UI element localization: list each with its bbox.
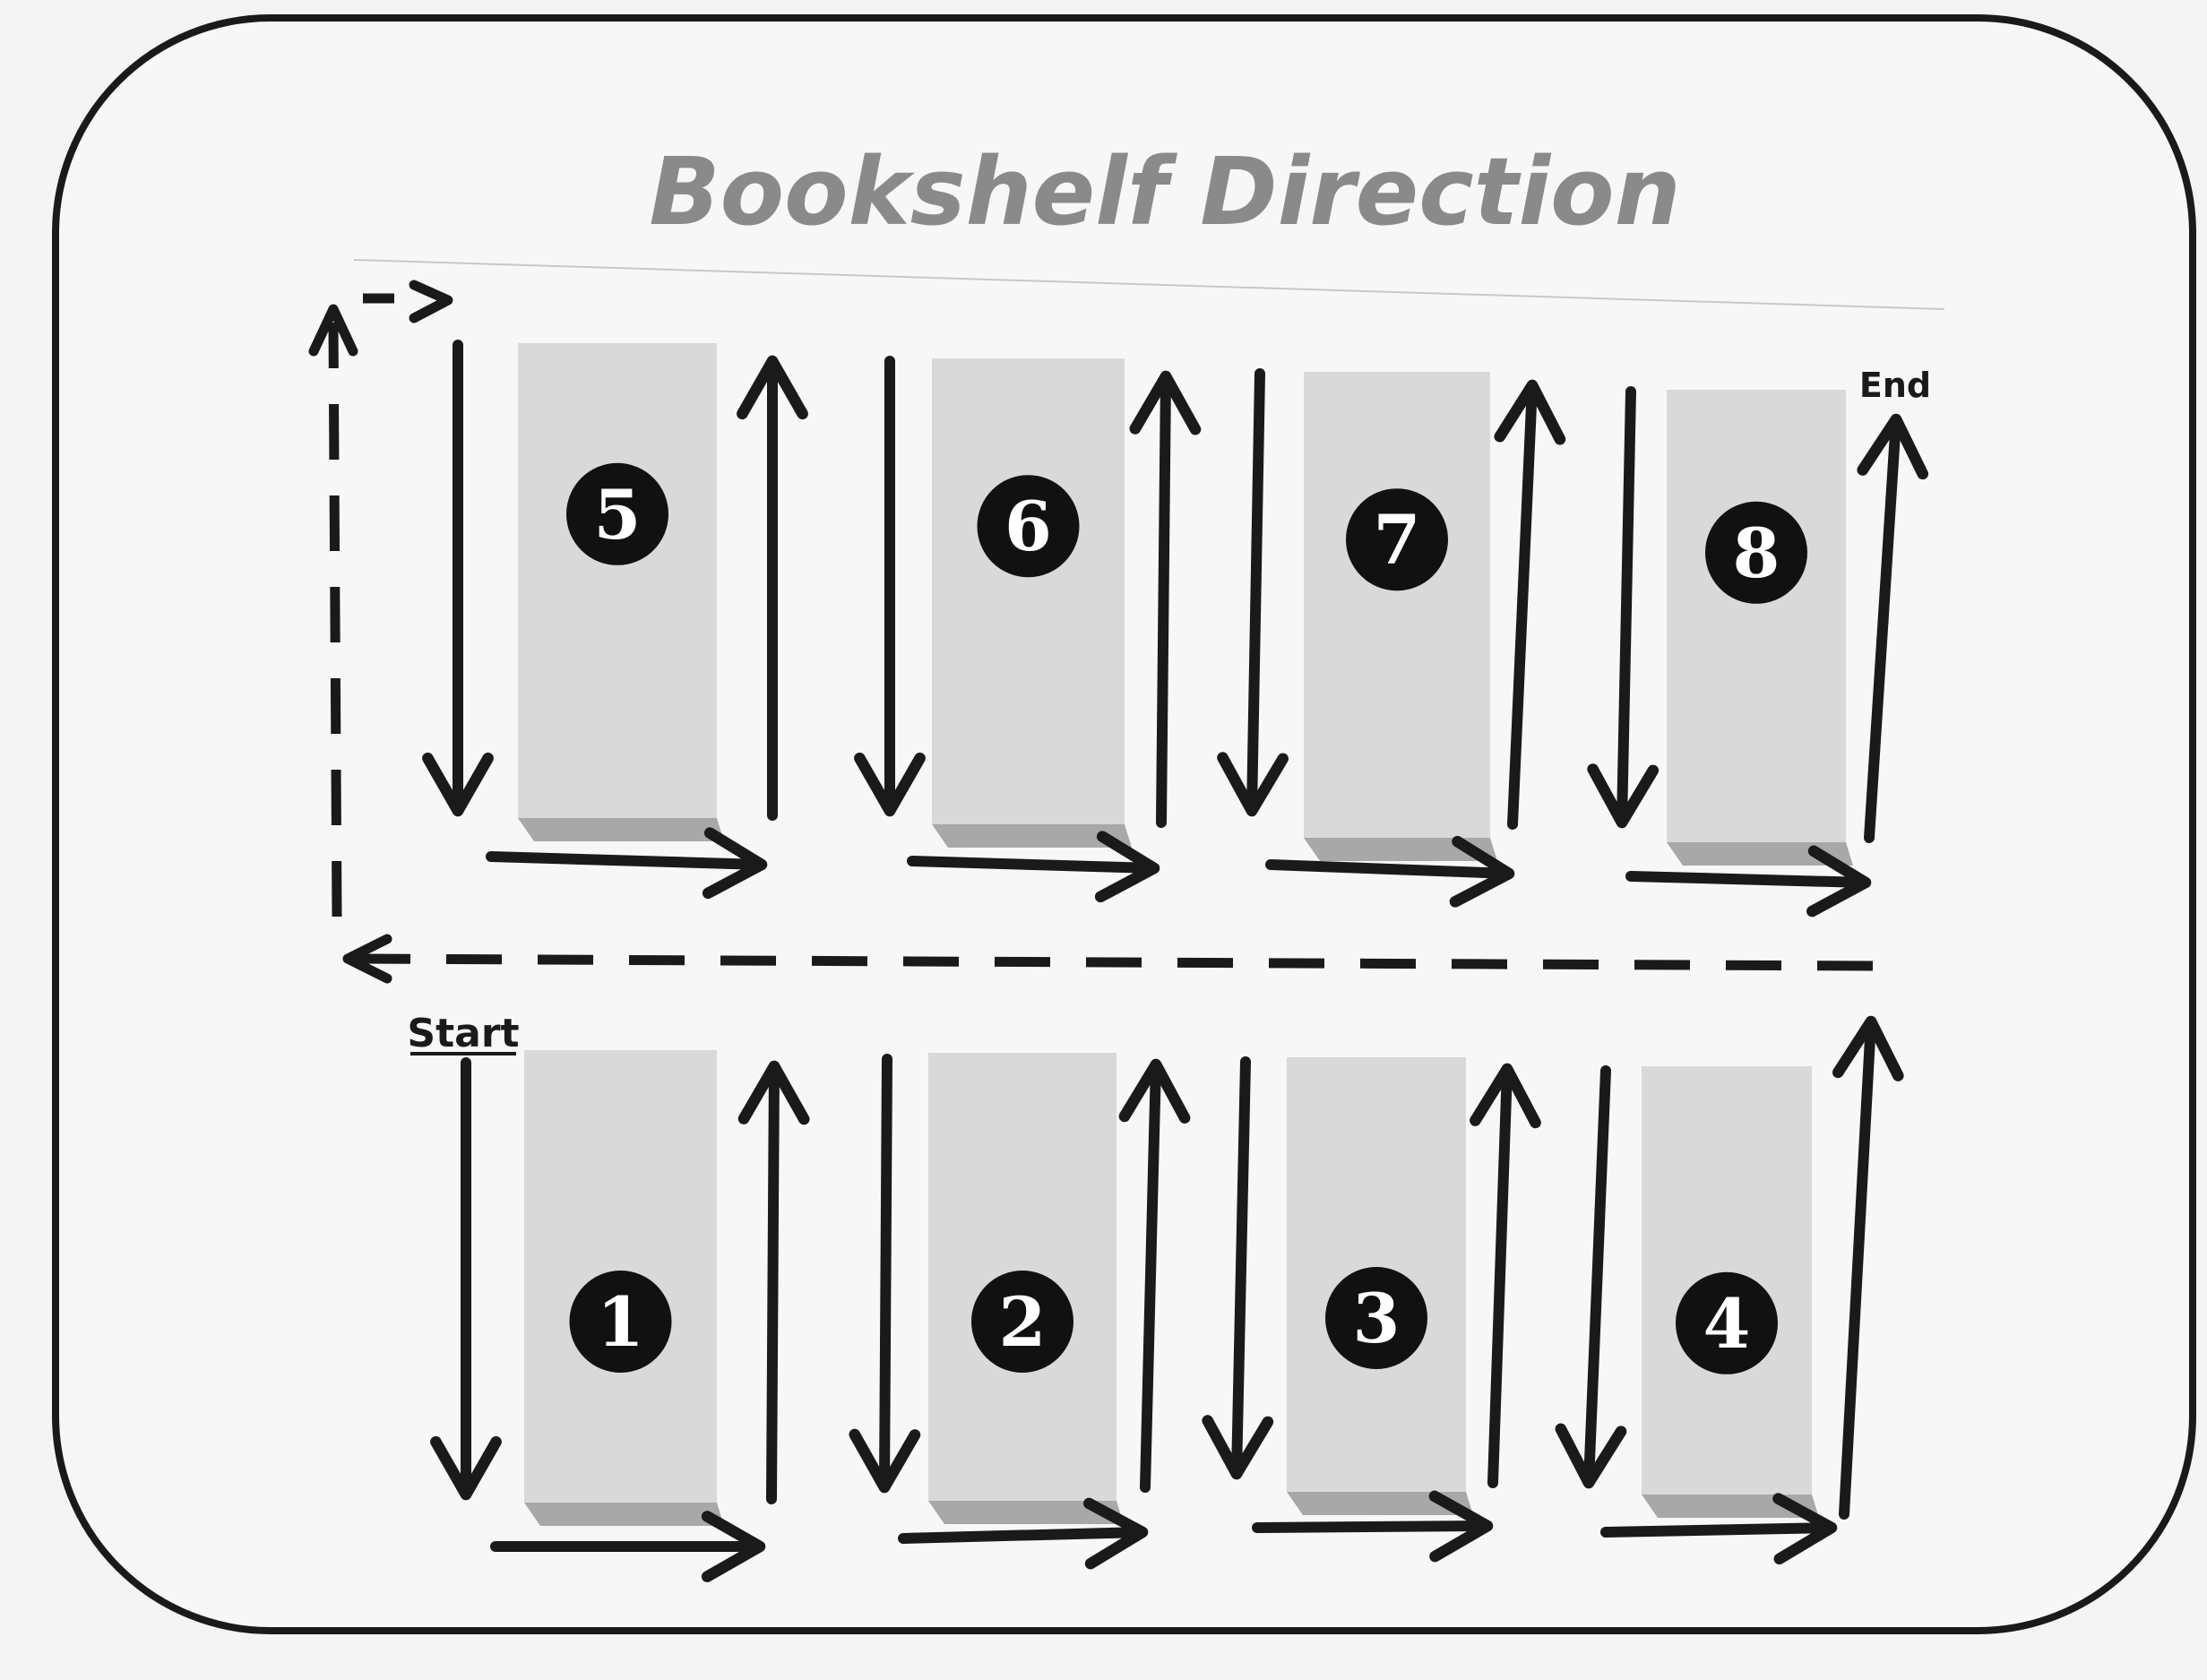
arrow-up xyxy=(1470,1063,1541,1488)
shelf-body xyxy=(1667,390,1846,842)
arrow-down xyxy=(1217,368,1289,817)
shelf-base xyxy=(1304,838,1497,861)
shelf-3: 3 xyxy=(1287,1057,1473,1515)
dashed-arrow-left-head xyxy=(342,934,392,984)
end-label: End xyxy=(1859,366,1931,405)
shelf-number-badge xyxy=(1325,1267,1427,1369)
arrow-right xyxy=(907,831,1160,903)
dashed-arrow-right-head xyxy=(409,280,453,323)
shelf-4-route xyxy=(1555,1015,1904,1565)
shelf-number-badge xyxy=(1705,501,1807,604)
arrow-right xyxy=(898,1497,1149,1570)
shelf-6-route xyxy=(854,356,1202,903)
arrows-layer xyxy=(422,340,1929,1582)
shelf-2: 2 xyxy=(928,1053,1124,1524)
arrow-right xyxy=(1252,1490,1494,1563)
shelf-body xyxy=(1304,372,1490,838)
shelf-number-label: 8 xyxy=(1733,513,1780,593)
arrow-up xyxy=(1832,1015,1904,1520)
shelf-body xyxy=(518,343,717,818)
shelf-number-badge xyxy=(1676,1271,1778,1374)
shelves-layer: 5 6 7 8 1 2 3 4 xyxy=(518,343,1853,1526)
shelf-5: 5 xyxy=(518,343,724,841)
shelf-body xyxy=(932,358,1125,824)
shelf-base xyxy=(1667,842,1853,866)
arrow-down xyxy=(1587,386,1660,829)
page-title: Bookshelf Direction xyxy=(649,137,1680,246)
arrow-down xyxy=(1555,1065,1627,1489)
shelf-base xyxy=(932,824,1132,848)
shelf-number-label: 3 xyxy=(1353,1279,1401,1358)
shelf-base xyxy=(1287,1492,1473,1515)
arrow-down xyxy=(1202,1056,1274,1480)
dashed-arrow-up-head xyxy=(308,304,358,357)
shelf-base xyxy=(928,1501,1124,1524)
shelf-number-badge xyxy=(566,462,668,565)
shelf-base xyxy=(518,818,724,841)
arrow-up xyxy=(1129,370,1202,828)
arrow-up xyxy=(737,1060,810,1504)
arrow-up xyxy=(1118,1058,1191,1493)
arrow-right xyxy=(1625,845,1872,918)
shelf-number-label: 6 xyxy=(1004,487,1052,566)
shelf-number-badge xyxy=(971,1271,1073,1373)
dashed-arrow-up xyxy=(328,322,342,918)
shelf-number-badge xyxy=(569,1271,672,1373)
shelf-4: 4 xyxy=(1642,1066,1819,1518)
shelf-1: 1 xyxy=(524,1050,724,1526)
start-label: Start xyxy=(407,1011,519,1056)
shelf-number-label: 4 xyxy=(1703,1284,1751,1364)
arrow-up xyxy=(1857,413,1929,843)
shelf-2-route xyxy=(849,1054,1191,1570)
shelf-number-label: 5 xyxy=(594,475,642,555)
shelf-number-label: 2 xyxy=(999,1282,1047,1362)
shelf-number-label: 7 xyxy=(1374,500,1421,580)
title-underline xyxy=(353,259,1945,310)
shelf-8: 8 xyxy=(1667,390,1853,866)
shelf-number-badge xyxy=(977,475,1080,578)
dashed-arrow-left xyxy=(350,953,1874,971)
shelf-number-badge xyxy=(1346,488,1448,591)
arrow-right xyxy=(486,827,768,900)
shelf-8-route xyxy=(1587,386,1929,918)
shelf-6: 6 xyxy=(932,358,1132,848)
arrow-right xyxy=(1600,1493,1838,1565)
dashed-route-layer xyxy=(308,280,1874,984)
shelf-number-label: 1 xyxy=(597,1282,644,1362)
arrow-down xyxy=(849,1054,921,1494)
shelf-1-route xyxy=(430,1057,810,1582)
shelf-7: 7 xyxy=(1304,372,1497,861)
shelf-base xyxy=(1642,1495,1819,1518)
shelf-5-route xyxy=(422,340,808,900)
shelf-7-route xyxy=(1217,368,1566,908)
arrow-up xyxy=(1494,379,1566,830)
shelf-3-route xyxy=(1202,1056,1541,1563)
arrow-right xyxy=(1265,835,1515,908)
shelf-base xyxy=(524,1503,724,1526)
